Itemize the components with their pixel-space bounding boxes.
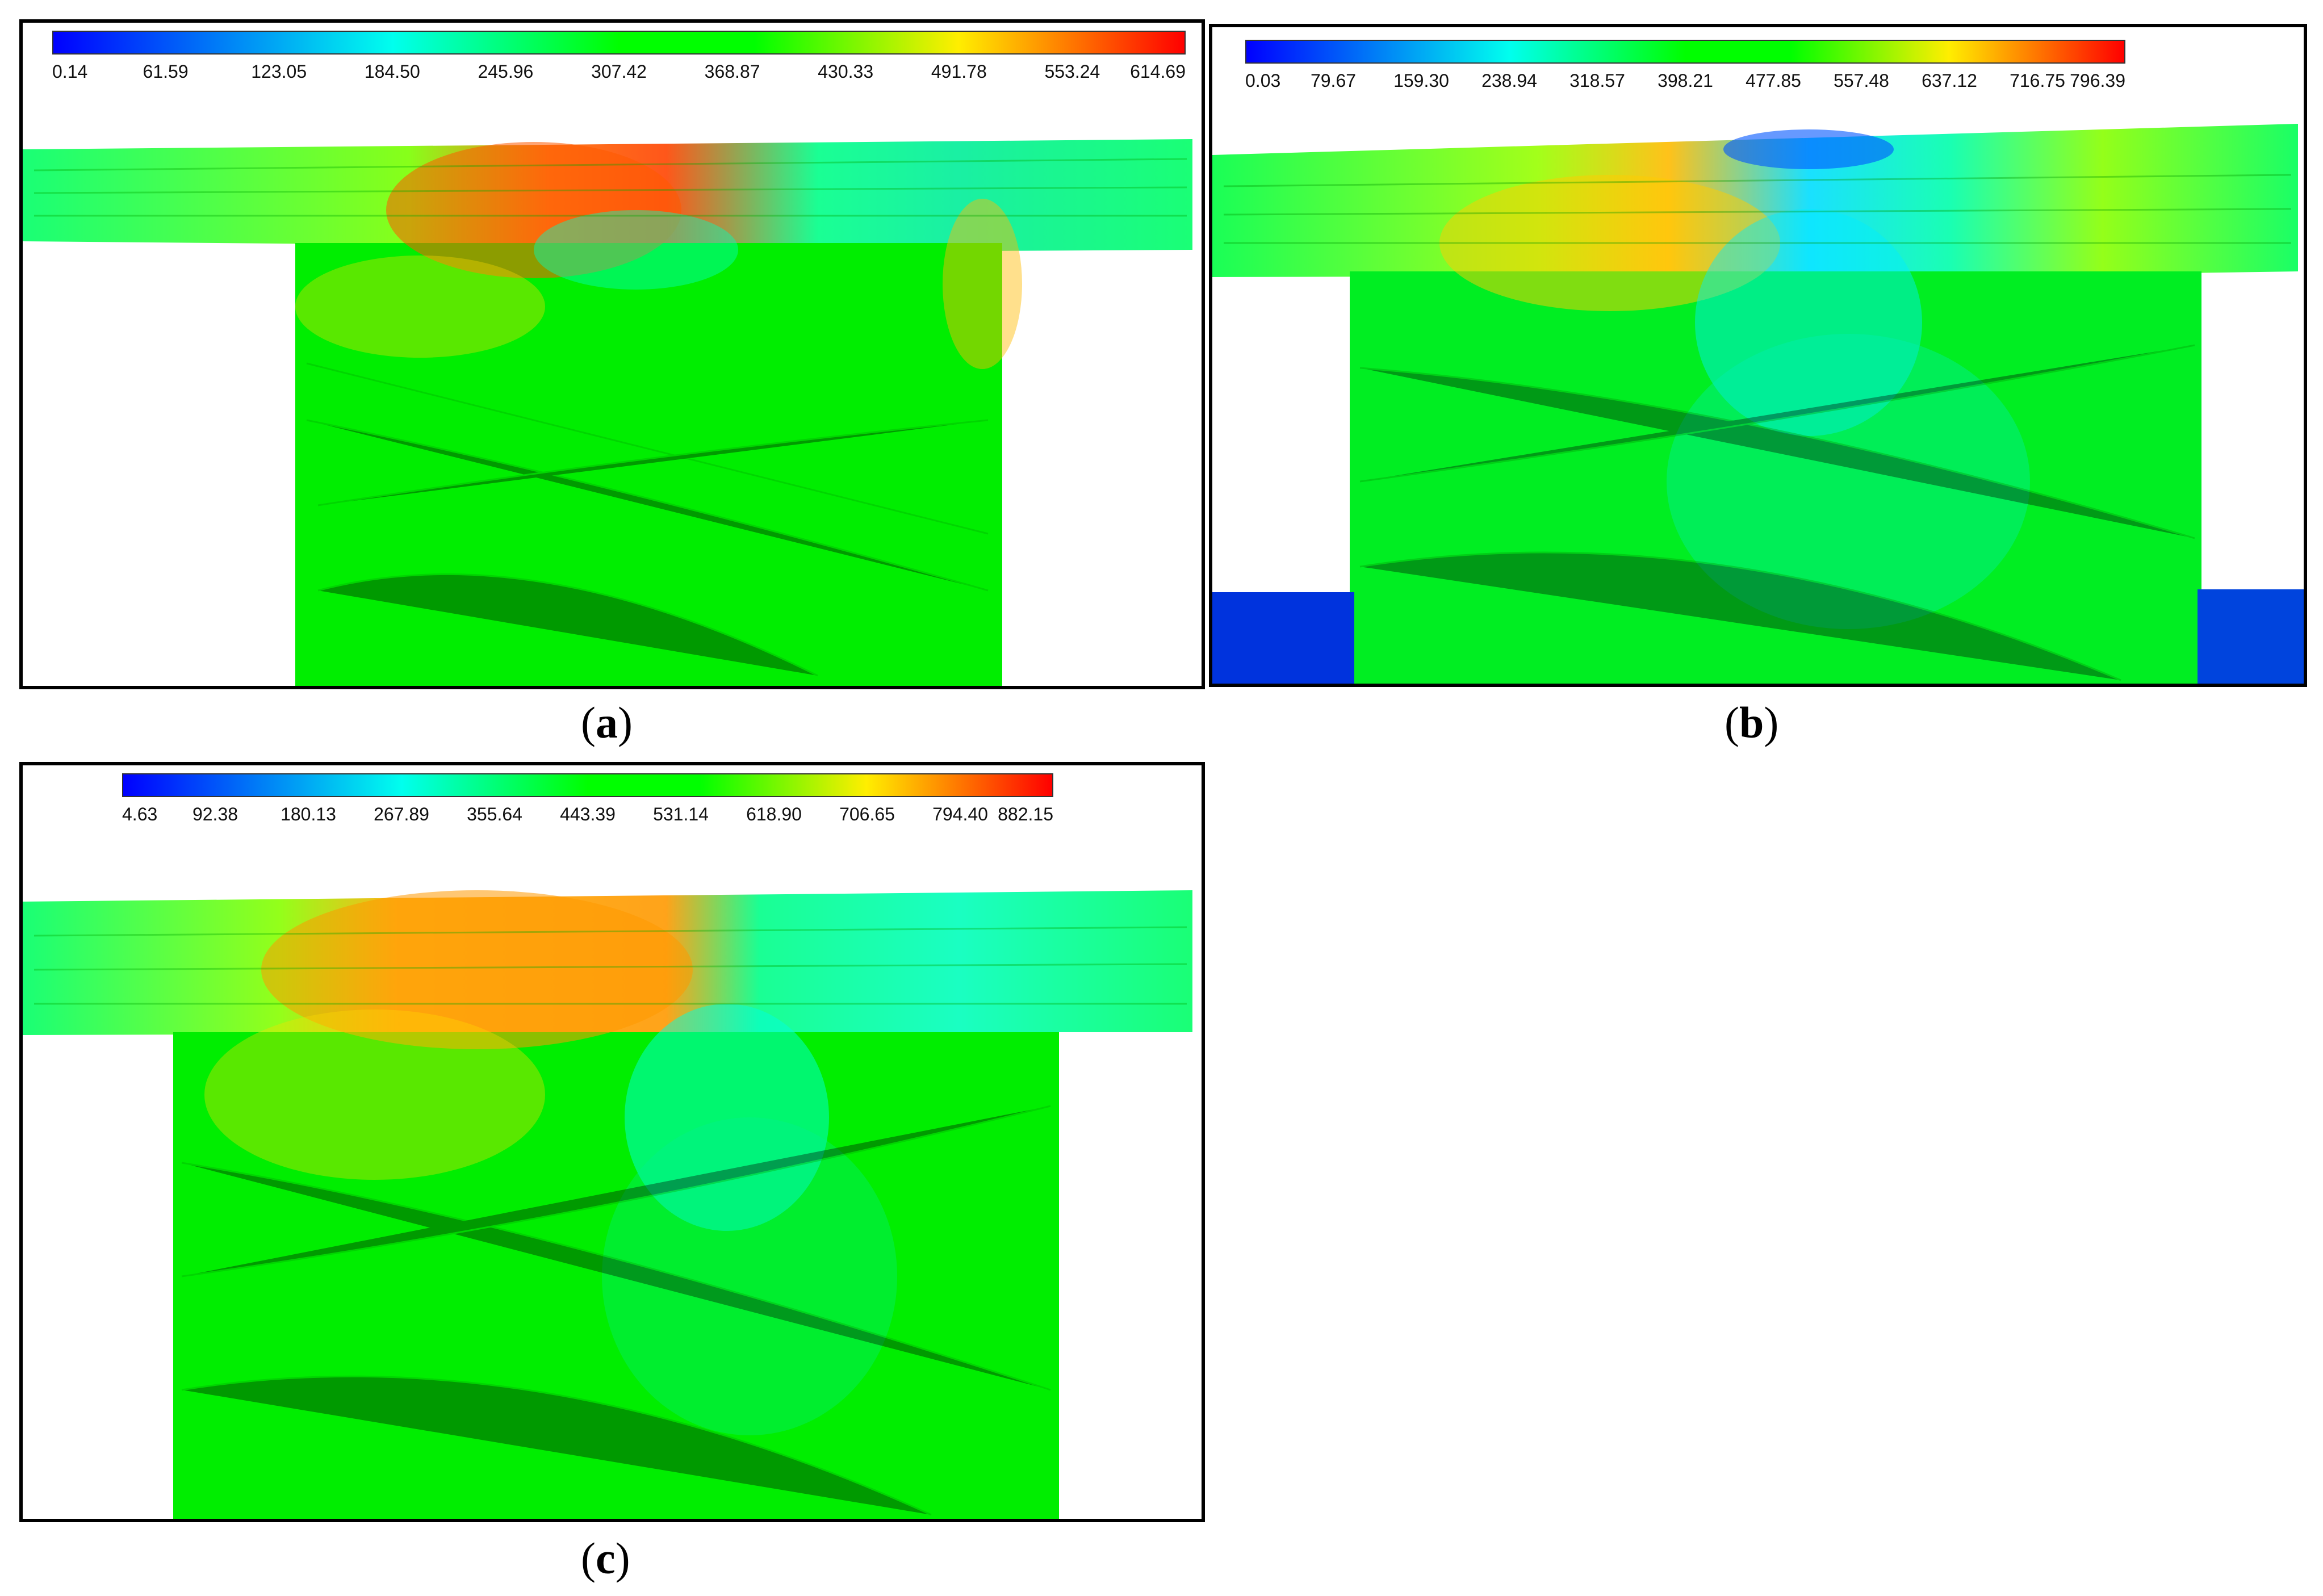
colorbar-b bbox=[1245, 40, 2125, 64]
caption-a: (a) bbox=[581, 698, 633, 747]
colorbar-tick-label: 430.33 bbox=[818, 61, 874, 82]
colorbar-tick-label: 637.12 bbox=[1922, 70, 1977, 91]
chamber-a bbox=[295, 243, 1002, 686]
colorbar-tick-label: 0.14 bbox=[52, 61, 88, 82]
colorbar-tick-label: 355.64 bbox=[467, 804, 522, 824]
hot-zone-a bbox=[386, 142, 681, 278]
colorbar-c bbox=[122, 773, 1053, 797]
colorbar-tick-label: 4.63 bbox=[122, 804, 158, 824]
colorbar-tick-label: 61.59 bbox=[143, 61, 189, 82]
outlet-right-b bbox=[2198, 589, 2304, 684]
colorbar-tick-label: 477.85 bbox=[1746, 70, 1801, 91]
colorbar-tick-label: 618.90 bbox=[746, 804, 802, 824]
colorbar-tick-label: 0.03 bbox=[1245, 70, 1281, 91]
velocity-field-b bbox=[1212, 124, 2304, 684]
colorbar-a-ticks: 0.14 61.59 123.05 184.50 245.96 307.42 368.87 4… bbox=[52, 61, 1186, 84]
chamber-c bbox=[173, 1032, 1059, 1519]
colorbar-tick-label: 882.15 bbox=[998, 804, 1053, 824]
caption-b: (b) bbox=[1725, 698, 1779, 747]
colorbar-tick-label: 180.13 bbox=[281, 804, 336, 824]
caption-c: (c) bbox=[581, 1534, 630, 1583]
colorbar-tick-label: 318.57 bbox=[1569, 70, 1625, 91]
colorbar-c-ticks: 4.63 92.38 180.13 267.89 355.64 443.39 531.14 6… bbox=[122, 804, 1053, 827]
colorbar-tick-label: 553.24 bbox=[1044, 61, 1100, 82]
colorbar-tick-label: 159.30 bbox=[1393, 70, 1449, 91]
colorbar-tick-label: 184.50 bbox=[364, 61, 420, 82]
velocity-field-a bbox=[23, 139, 1192, 686]
outlet-left-b bbox=[1212, 592, 1354, 684]
colorbar-tick-label: 238.94 bbox=[1481, 70, 1537, 91]
colorbar-tick-label: 531.14 bbox=[653, 804, 709, 824]
panel-c-velocity-vector-plot: 4.63 92.38 180.13 267.89 355.64 443.39 531.14 6… bbox=[19, 762, 1205, 1522]
colorbar-tick-label: 716.75 bbox=[2010, 70, 2065, 91]
colorbar-tick-label: 79.67 bbox=[1310, 70, 1357, 91]
colorbar-tick-label: 307.42 bbox=[591, 61, 647, 82]
colorbar-tick-label: 123.05 bbox=[251, 61, 307, 82]
colorbar-tick-label: 245.96 bbox=[478, 61, 534, 82]
colorbar-tick-label: 443.39 bbox=[560, 804, 616, 824]
colorbar-a bbox=[52, 31, 1186, 55]
colorbar-b-ticks: 0.03 79.67 159.30 238.94 318.57 398.21 477.85 5… bbox=[1245, 70, 2125, 93]
panel-a-velocity-vector-plot: 0.14 61.59 123.05 184.50 245.96 307.42 368.87 4… bbox=[19, 19, 1205, 689]
colorbar-tick-label: 267.89 bbox=[374, 804, 429, 824]
velocity-field-c bbox=[23, 890, 1192, 1519]
colorbar-tick-label: 92.38 bbox=[192, 804, 238, 824]
colorbar-tick-label: 491.78 bbox=[931, 61, 987, 82]
panel-b-velocity-vector-plot: 0.03 79.67 159.30 238.94 318.57 398.21 477.85 5… bbox=[1209, 24, 2307, 687]
colorbar-tick-label: 706.65 bbox=[839, 804, 895, 824]
colorbar-tick-label: 794.40 bbox=[932, 804, 988, 824]
colorbar-tick-label: 796.39 bbox=[2070, 70, 2125, 91]
chamber-b bbox=[1350, 271, 2201, 684]
colorbar-tick-label: 398.21 bbox=[1658, 70, 1713, 91]
colorbar-tick-label: 557.48 bbox=[1834, 70, 1889, 91]
colorbar-tick-label: 614.69 bbox=[1130, 61, 1186, 82]
colorbar-tick-label: 368.87 bbox=[704, 61, 760, 82]
